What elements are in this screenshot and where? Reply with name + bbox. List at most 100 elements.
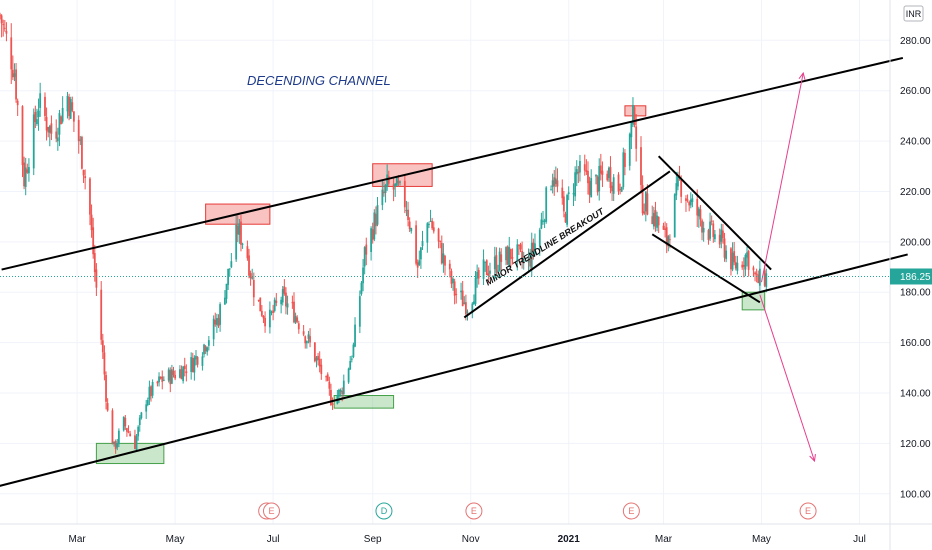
candle[interactable]: [741, 261, 744, 270]
candle[interactable]: [58, 109, 61, 147]
candle[interactable]: [386, 164, 389, 191]
lower-channel-line[interactable]: [0, 253, 908, 487]
candle[interactable]: [709, 212, 711, 241]
candle[interactable]: [326, 372, 329, 382]
candle[interactable]: [522, 251, 525, 270]
candle[interactable]: [16, 98, 19, 117]
support-zone[interactable]: [741, 291, 766, 311]
candle[interactable]: [235, 214, 238, 262]
candle[interactable]: [313, 341, 316, 363]
candle[interactable]: [702, 221, 705, 242]
candle[interactable]: [90, 204, 93, 238]
candle[interactable]: [408, 217, 411, 232]
candle[interactable]: [673, 193, 676, 238]
candle[interactable]: [23, 156, 25, 190]
candle[interactable]: [259, 297, 262, 312]
candle[interactable]: [376, 196, 379, 227]
candle[interactable]: [262, 315, 265, 324]
candle[interactable]: [428, 221, 430, 229]
candle[interactable]: [363, 246, 366, 275]
candle[interactable]: [686, 194, 689, 203]
candle[interactable]: [733, 241, 736, 266]
candle[interactable]: [318, 351, 321, 373]
candle[interactable]: [381, 180, 384, 211]
candle[interactable]: [201, 352, 204, 371]
candle[interactable]: [207, 336, 210, 351]
candle[interactable]: [196, 356, 199, 368]
candle[interactable]: [538, 227, 541, 256]
candle[interactable]: [611, 181, 613, 201]
candle[interactable]: [270, 310, 273, 316]
candle[interactable]: [249, 270, 252, 286]
candle[interactable]: [185, 364, 188, 382]
candle[interactable]: [360, 280, 363, 296]
candle[interactable]: [354, 317, 356, 348]
candle[interactable]: [158, 372, 160, 387]
wedge-upper-line[interactable]: [657, 155, 772, 271]
candle[interactable]: [352, 342, 355, 359]
candle[interactable]: [439, 240, 442, 249]
candle[interactable]: [0, 12, 1, 20]
candle[interactable]: [633, 105, 636, 128]
candle[interactable]: [320, 358, 323, 380]
candle[interactable]: [50, 115, 53, 141]
candle[interactable]: [2, 19, 5, 37]
candle[interactable]: [24, 157, 27, 196]
candle[interactable]: [217, 314, 220, 328]
candle[interactable]: [644, 191, 647, 222]
candle[interactable]: [159, 376, 162, 380]
candle[interactable]: [471, 302, 474, 319]
candle[interactable]: [117, 428, 120, 448]
candle[interactable]: [553, 169, 556, 196]
candle[interactable]: [106, 398, 109, 412]
candle[interactable]: [135, 433, 138, 452]
candle[interactable]: [521, 241, 524, 269]
candle[interactable]: [742, 257, 745, 278]
candle[interactable]: [448, 259, 451, 278]
candle[interactable]: [656, 211, 658, 232]
candle[interactable]: [440, 235, 443, 265]
candle[interactable]: [534, 233, 536, 256]
candle[interactable]: [34, 105, 37, 129]
candle[interactable]: [349, 355, 352, 370]
candle[interactable]: [145, 399, 148, 419]
candle[interactable]: [699, 205, 702, 227]
candle[interactable]: [527, 248, 530, 271]
candle[interactable]: [79, 136, 82, 146]
candle[interactable]: [127, 425, 130, 434]
candle[interactable]: [134, 429, 136, 450]
candle[interactable]: [734, 255, 737, 271]
candle[interactable]: [517, 244, 520, 256]
target-up-arrow[interactable]: [760, 71, 806, 283]
event-badge[interactable]: E: [465, 502, 483, 520]
candle[interactable]: [426, 222, 429, 253]
candle[interactable]: [461, 280, 464, 307]
candle[interactable]: [484, 261, 487, 272]
candle[interactable]: [309, 328, 311, 348]
candle[interactable]: [516, 239, 519, 271]
candle[interactable]: [260, 305, 263, 317]
candle[interactable]: [689, 192, 692, 209]
candle[interactable]: [757, 270, 760, 284]
candle[interactable]: [114, 439, 117, 454]
candle[interactable]: [477, 267, 480, 285]
candle[interactable]: [350, 355, 353, 363]
candle[interactable]: [416, 259, 419, 279]
candle[interactable]: [36, 108, 38, 126]
candle[interactable]: [561, 179, 564, 205]
candle[interactable]: [315, 355, 318, 368]
candle[interactable]: [697, 206, 700, 228]
candle[interactable]: [72, 111, 75, 133]
candle[interactable]: [238, 219, 241, 244]
candle[interactable]: [452, 277, 454, 291]
candle[interactable]: [182, 365, 185, 384]
candle[interactable]: [240, 215, 242, 252]
candle[interactable]: [746, 246, 748, 267]
candle[interactable]: [61, 96, 64, 124]
wedge-lower-line[interactable]: [651, 233, 761, 304]
candle[interactable]: [630, 121, 633, 150]
event-badge[interactable]: E: [262, 502, 280, 520]
candle[interactable]: [373, 209, 376, 242]
candle[interactable]: [183, 357, 186, 377]
candle[interactable]: [463, 296, 466, 305]
